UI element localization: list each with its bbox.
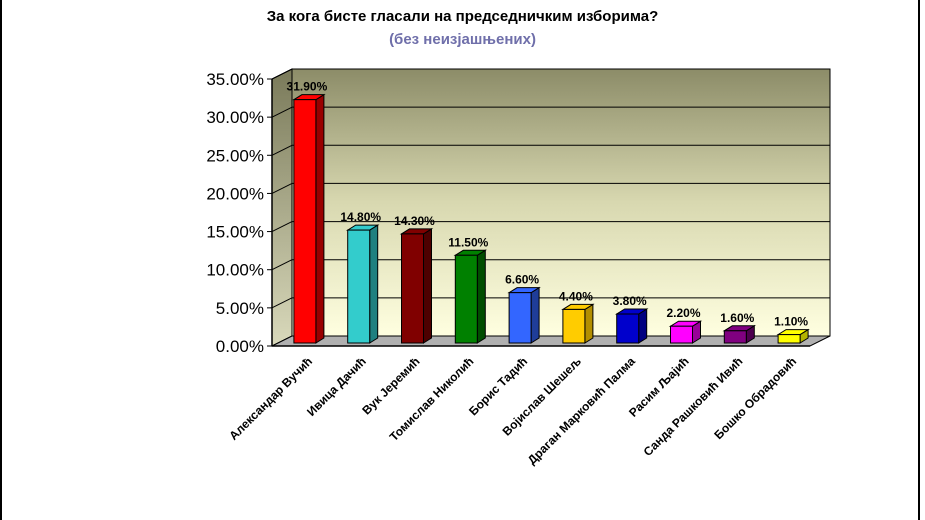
bar-front: [508, 292, 532, 344]
data-label: 31.90%: [287, 80, 328, 94]
gridline-side: [271, 106, 293, 118]
plot-background: [271, 68, 831, 347]
y-tick-label: 0.00%: [216, 337, 264, 356]
bar-front: [723, 330, 747, 344]
y-tick-label: 20.00%: [206, 184, 264, 203]
bar-front: [293, 99, 317, 344]
bar: [614, 308, 649, 344]
bar: [345, 224, 380, 344]
gridline-side: [271, 182, 293, 194]
gridline-side: [271, 221, 293, 233]
chart-subtitle: (без неизјашњених): [389, 31, 536, 48]
bar-side: [638, 308, 648, 344]
side-wall: [271, 68, 293, 347]
bar: [292, 93, 326, 344]
frame-left-border: [0, 0, 2, 520]
bar: [561, 303, 595, 344]
bar: [668, 320, 703, 344]
gridline-side: [271, 144, 293, 156]
bar-front: [401, 233, 424, 344]
frame-right-border: [918, 0, 920, 520]
y-tick-label: 15.00%: [206, 223, 264, 242]
data-label: 4.40%: [559, 289, 593, 303]
gridline-side: [271, 259, 293, 271]
bar-front: [777, 334, 801, 344]
bar: [399, 228, 434, 344]
bar: [453, 249, 488, 344]
bar-front: [670, 325, 693, 344]
data-label: 14.30%: [394, 214, 435, 228]
chart-title: За кога бисте гласали на председничким и…: [266, 8, 659, 25]
data-label: 11.50%: [448, 235, 488, 249]
y-axis-ticks: 0.00% 5.00% 10.00% 15.00% 20.00% 25.00% 30.00%…: [206, 70, 272, 356]
bars: [292, 93, 810, 344]
data-label: 14.80%: [340, 210, 381, 224]
data-label: 1.10%: [774, 315, 808, 329]
bar-side: [315, 93, 325, 344]
y-tick-label: 25.00%: [206, 146, 264, 165]
axes: [271, 79, 810, 347]
bar-side: [584, 303, 594, 344]
bar-side: [369, 224, 379, 344]
data-label: 3.80%: [613, 294, 647, 308]
bar-side: [530, 286, 540, 344]
x-tick-label: Санда Рашковић Ивић: [641, 354, 746, 459]
y-tick-label: 10.00%: [206, 261, 264, 280]
bar: [507, 286, 541, 344]
bar: [776, 328, 810, 344]
data-label: 2.20%: [666, 306, 700, 320]
data-label: 6.60%: [505, 273, 539, 287]
x-tick-label: Драган Марковић Палма: [525, 354, 638, 467]
y-tick-label: 30.00%: [206, 108, 264, 127]
bar-side: [476, 249, 486, 344]
bar-front: [562, 308, 586, 344]
bar-front: [347, 229, 371, 344]
y-tick-label: 5.00%: [216, 299, 264, 318]
gridline-side: [271, 68, 293, 80]
data-labels: 31.90% 14.80% 14.30% 11.50% 6.60% 4.40% 3.80% 2…: [287, 80, 809, 329]
x-tick-label: Александар Вучић: [226, 354, 315, 443]
data-label: 1.60%: [720, 311, 754, 325]
bar-side: [423, 228, 432, 344]
bar: [722, 324, 757, 344]
back-wall: [291, 68, 831, 337]
y-tick-label: 35.00%: [206, 70, 264, 89]
gridline-side: [271, 297, 293, 309]
bar-front: [616, 313, 640, 344]
bar-front: [454, 254, 478, 344]
gridlines: [271, 68, 830, 309]
